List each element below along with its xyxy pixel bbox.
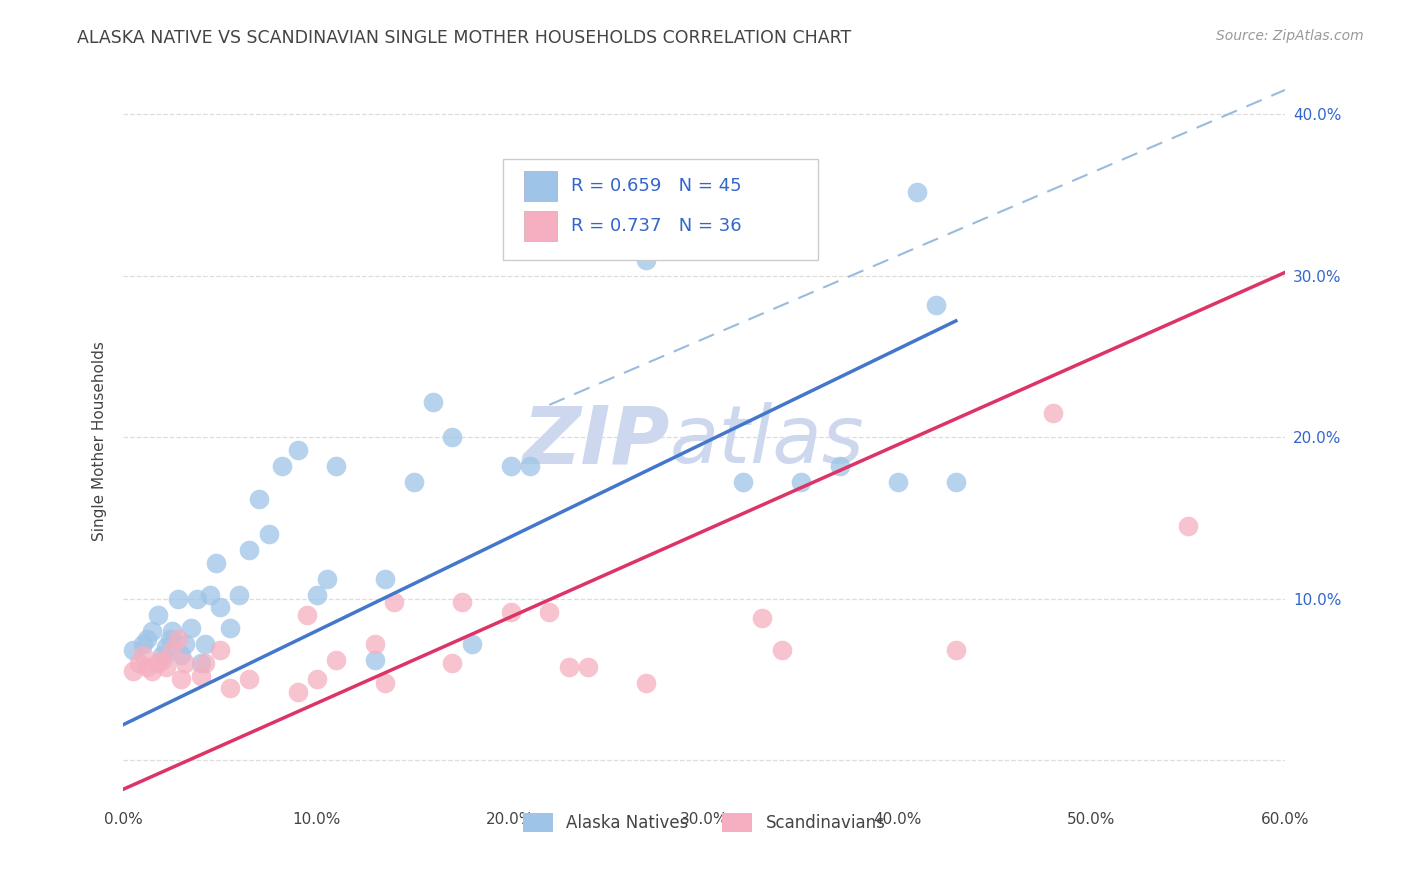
Point bbox=[228, 589, 250, 603]
Point bbox=[218, 681, 240, 695]
Point bbox=[174, 657, 197, 671]
Point bbox=[135, 632, 157, 646]
FancyBboxPatch shape bbox=[524, 211, 557, 241]
Point bbox=[186, 591, 208, 606]
Point bbox=[557, 659, 579, 673]
Point bbox=[305, 673, 328, 687]
Point bbox=[155, 659, 177, 673]
Point bbox=[422, 394, 444, 409]
Point bbox=[146, 607, 169, 622]
Point bbox=[499, 605, 522, 619]
Point bbox=[364, 653, 387, 667]
Point bbox=[634, 252, 657, 267]
Point bbox=[634, 675, 657, 690]
Point bbox=[159, 632, 181, 646]
Point bbox=[238, 543, 260, 558]
Point bbox=[945, 475, 967, 490]
Text: R = 0.737   N = 36: R = 0.737 N = 36 bbox=[571, 217, 741, 235]
Text: atlas: atlas bbox=[669, 402, 865, 480]
Point bbox=[402, 475, 425, 490]
Point bbox=[150, 648, 173, 663]
Point bbox=[200, 589, 222, 603]
Point bbox=[122, 643, 145, 657]
Point bbox=[271, 459, 294, 474]
Text: ZIP: ZIP bbox=[522, 402, 669, 480]
Point bbox=[461, 637, 484, 651]
Point bbox=[297, 607, 319, 622]
Point bbox=[751, 611, 773, 625]
Point bbox=[122, 665, 145, 679]
Point bbox=[1042, 406, 1064, 420]
FancyBboxPatch shape bbox=[524, 171, 557, 202]
Point bbox=[374, 675, 396, 690]
Point bbox=[305, 589, 328, 603]
Point bbox=[519, 459, 541, 474]
Point bbox=[135, 659, 157, 673]
Point bbox=[451, 595, 474, 609]
Point bbox=[287, 443, 309, 458]
Point bbox=[131, 637, 153, 651]
Point bbox=[887, 475, 910, 490]
Point bbox=[174, 637, 197, 651]
Point bbox=[790, 475, 813, 490]
Point bbox=[166, 632, 188, 646]
Point bbox=[538, 605, 561, 619]
Point bbox=[141, 624, 163, 638]
Point bbox=[209, 599, 232, 614]
Point bbox=[441, 657, 464, 671]
Point bbox=[364, 637, 387, 651]
Point bbox=[170, 673, 193, 687]
FancyBboxPatch shape bbox=[503, 159, 818, 260]
Point bbox=[828, 459, 851, 474]
Point bbox=[238, 673, 260, 687]
Point bbox=[160, 643, 183, 657]
Point bbox=[218, 621, 240, 635]
Point bbox=[576, 659, 599, 673]
Point bbox=[905, 185, 928, 199]
Point bbox=[945, 643, 967, 657]
Point bbox=[205, 556, 228, 570]
Point bbox=[247, 491, 270, 506]
Text: ALASKA NATIVE VS SCANDINAVIAN SINGLE MOTHER HOUSEHOLDS CORRELATION CHART: ALASKA NATIVE VS SCANDINAVIAN SINGLE MOT… bbox=[77, 29, 852, 46]
Point bbox=[128, 657, 150, 671]
Point bbox=[160, 624, 183, 638]
Point bbox=[731, 475, 754, 490]
Point bbox=[374, 572, 396, 586]
Point bbox=[1177, 519, 1199, 533]
Point bbox=[146, 657, 169, 671]
Point bbox=[180, 621, 202, 635]
Point bbox=[325, 459, 347, 474]
Point bbox=[155, 640, 177, 654]
Point bbox=[315, 572, 337, 586]
Legend: Alaska Natives, Scandinavians: Alaska Natives, Scandinavians bbox=[516, 806, 891, 839]
Point bbox=[287, 685, 309, 699]
Point bbox=[925, 298, 948, 312]
Text: R = 0.659   N = 45: R = 0.659 N = 45 bbox=[571, 178, 741, 195]
Point bbox=[209, 643, 232, 657]
Point bbox=[190, 657, 212, 671]
Point bbox=[150, 653, 173, 667]
Point bbox=[499, 459, 522, 474]
Text: Source: ZipAtlas.com: Source: ZipAtlas.com bbox=[1216, 29, 1364, 43]
Point bbox=[166, 591, 188, 606]
Point bbox=[170, 648, 193, 663]
Point bbox=[770, 643, 793, 657]
Point bbox=[190, 669, 212, 683]
Point bbox=[194, 637, 217, 651]
Point bbox=[141, 665, 163, 679]
Point bbox=[257, 527, 280, 541]
Point bbox=[382, 595, 405, 609]
Point bbox=[131, 648, 153, 663]
Point bbox=[325, 653, 347, 667]
Point bbox=[194, 657, 217, 671]
Y-axis label: Single Mother Households: Single Mother Households bbox=[93, 342, 107, 541]
Point bbox=[441, 430, 464, 444]
